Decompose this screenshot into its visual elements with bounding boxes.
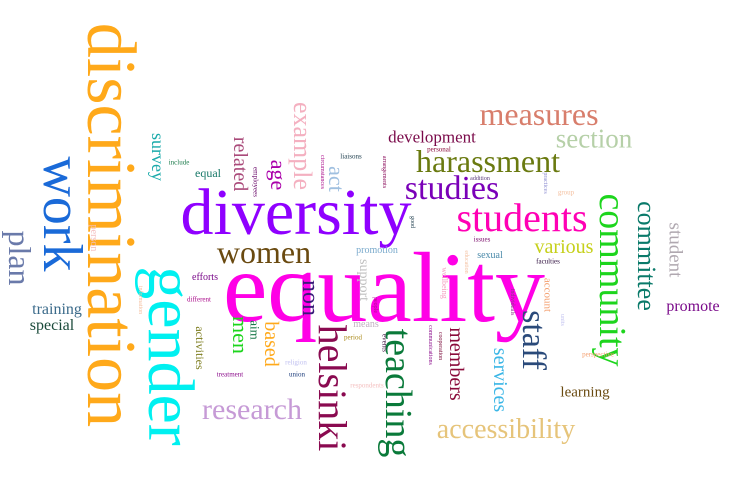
word-employees: employees (251, 167, 260, 197)
word-various: various (534, 236, 594, 258)
word-student: student (664, 222, 686, 278)
word-account: account (541, 277, 554, 313)
word-related: related (229, 136, 251, 192)
word-treatment: treatment (216, 370, 244, 379)
word-communications: communications (427, 325, 433, 365)
word-based: based (260, 321, 282, 367)
word-include: include (168, 158, 190, 167)
word-activities: activities (193, 326, 207, 370)
word-equal: equal (195, 166, 221, 180)
word-good: good (409, 216, 415, 228)
word-promotion: promotion (356, 245, 398, 256)
word-survey: survey (148, 133, 168, 181)
word-plan: plan (2, 230, 38, 286)
word-staff: staff (515, 310, 552, 370)
word-promote: promote (666, 298, 720, 315)
word-diversity: diversity (180, 176, 412, 249)
word-training: training (32, 301, 82, 318)
word-harassment: harassment (416, 143, 560, 179)
word-events: events (380, 334, 389, 352)
word-committee: committee (632, 201, 661, 311)
word-respondents: respondents (350, 381, 384, 390)
word-education: education (463, 250, 469, 274)
word-period: period (344, 333, 362, 342)
word-efforts: efforts (192, 272, 218, 283)
word-non: non (297, 280, 323, 316)
word-information: information (137, 285, 143, 315)
word-development: development (388, 127, 476, 147)
word-women: women (216, 234, 312, 270)
word-circumstances: circumstances (319, 155, 325, 189)
word-aim: aim (247, 320, 263, 340)
word-work: work (31, 156, 93, 272)
word-cooperation: cooperation (437, 331, 443, 361)
word-act: act (324, 166, 349, 192)
word-learning: learning (560, 384, 610, 401)
word-union: union (289, 370, 305, 379)
word-support: support (356, 259, 371, 301)
word-group: group (557, 188, 575, 197)
word-example: example (288, 101, 317, 191)
word-means: means (353, 319, 379, 330)
word-sexual: sexual (477, 250, 503, 261)
word-community: community (591, 193, 633, 367)
word-services: services (489, 347, 511, 413)
word-issues: issues (473, 235, 491, 244)
word-special: special (29, 317, 75, 334)
word-section: section (555, 123, 633, 154)
word-liaisons: liaisons (340, 152, 362, 161)
word-personal: personal (427, 145, 451, 154)
word-students: students (456, 195, 588, 240)
word-equality: equality (222, 232, 546, 343)
word-people: people (372, 297, 378, 313)
word-arrangements: arrangements (381, 155, 387, 189)
word-studies: studies (404, 170, 500, 207)
word-addition: addition (470, 176, 490, 182)
word-measures: measures (479, 96, 599, 132)
word-different: different (187, 295, 211, 304)
word-helsinki: helsinki (310, 324, 355, 452)
word-religion: religion (285, 358, 307, 367)
word-units: units (559, 314, 565, 326)
word-perspective: perspective (582, 350, 614, 359)
word-person: person (88, 224, 99, 252)
word-individuals: individuals (509, 288, 515, 316)
word-faculties: faculties (536, 257, 560, 266)
word-age: age (266, 159, 291, 191)
word-practices: practices (542, 172, 548, 194)
word-members: members (445, 327, 467, 401)
word-accessibility: accessibility (436, 414, 576, 445)
word-wellbeing: wellbeing (440, 267, 449, 299)
word-research: research (202, 393, 302, 426)
